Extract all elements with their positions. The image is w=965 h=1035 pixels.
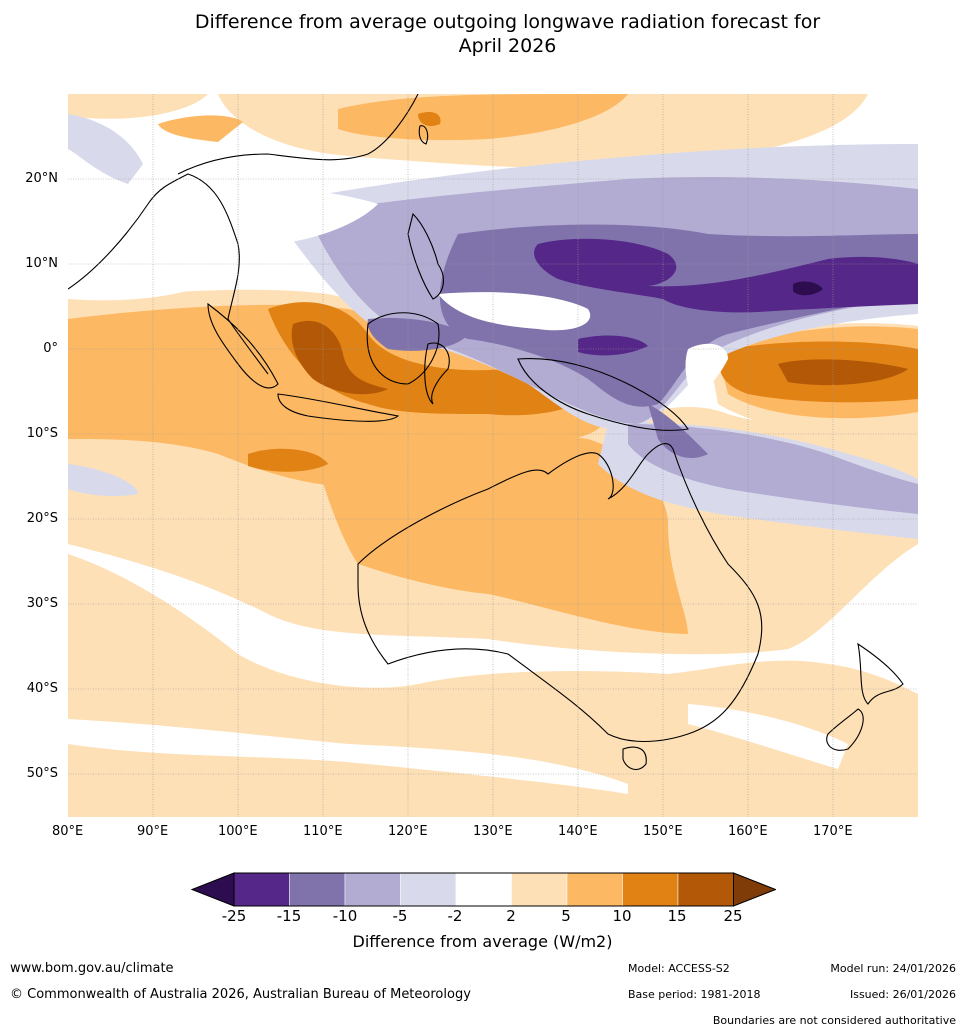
- sumatra-coastline: [207, 302, 279, 389]
- footer-disclaimer: Boundaries are not considered authoritat…: [712, 1014, 956, 1027]
- colorbar-swatch-2-to-5: [511, 872, 568, 907]
- anomaly-map: [68, 94, 918, 817]
- borneo-coastline: [366, 312, 440, 385]
- footer-model: Model: ACCESS-S2: [628, 962, 730, 975]
- java-coastline: [277, 393, 400, 422]
- x-tick-120e: 120°E: [388, 824, 428, 839]
- colorbar-swatch--10-to--5: [344, 872, 401, 907]
- colorbar-label-minus25: -25: [221, 907, 247, 925]
- colorbar-extend-low: [190, 872, 235, 907]
- y-tick-50s: 50°S: [26, 766, 58, 781]
- colorbar-swatch-15-to-25: [677, 872, 734, 907]
- new-zealand-north-coastline: [857, 642, 904, 705]
- colorbar-label-minus10: -10: [332, 907, 358, 925]
- footer-website: www.bom.gov.au/climate: [10, 961, 174, 976]
- colorbar-label-2: 2: [506, 907, 516, 925]
- x-tick-160e: 160°E: [728, 824, 768, 839]
- colorbar-title: Difference from average (W/m2): [352, 932, 613, 951]
- anomaly-minus15-25-regions: [534, 238, 918, 356]
- colorbar-label-10: 10: [612, 907, 632, 925]
- y-tick-20s: 20°S: [26, 511, 58, 526]
- taiwan-coastline: [418, 125, 429, 145]
- x-tick-150e: 150°E: [643, 824, 683, 839]
- graticule: [68, 94, 918, 817]
- anomaly-15-25-regions: [291, 320, 908, 395]
- footer-model-run: Model run: 24/01/2026: [830, 962, 956, 975]
- colorbar-label-15: 15: [667, 907, 687, 925]
- coastlines: [68, 94, 904, 770]
- colorbar-swatch-5-to-10: [566, 872, 623, 907]
- y-tick-10n: 10°N: [25, 256, 58, 271]
- philippines-coastline: [407, 212, 444, 300]
- colorbar-swatch--2-to-2: [455, 872, 512, 907]
- sulawesi-coastline: [424, 342, 450, 405]
- x-tick-90e: 90°E: [137, 824, 169, 839]
- title-line-2: April 2026: [458, 35, 557, 57]
- y-tick-20n: 20°N: [25, 171, 58, 186]
- y-tick-40s: 40°S: [26, 681, 58, 696]
- y-tick-10s: 10°S: [26, 426, 58, 441]
- australia-coastline: [357, 443, 763, 743]
- colorbar-label-minus15: -15: [276, 907, 302, 925]
- y-tick-30s: 30°S: [26, 596, 58, 611]
- colorbar: [190, 872, 776, 907]
- colorbar-label-5: 5: [561, 907, 571, 925]
- x-tick-80e: 80°E: [52, 824, 84, 839]
- footer-issued: Issued: 26/01/2026: [849, 988, 956, 1001]
- x-tick-130e: 130°E: [473, 824, 513, 839]
- x-tick-140e: 140°E: [558, 824, 598, 839]
- chart-title: Difference from average outgoing longwav…: [0, 10, 965, 58]
- new-guinea-coastline: [517, 358, 689, 431]
- equatorial-neutral-regions: [68, 188, 728, 399]
- x-tick-170e: 170°E: [813, 824, 853, 839]
- colorbar-label-minus5: -5: [392, 907, 408, 925]
- colorbar-swatch-10-to-15: [622, 872, 679, 907]
- footer-copyright: © Commonwealth of Australia 2026, Austra…: [10, 987, 471, 1002]
- colorbar-label-25: 25: [723, 907, 743, 925]
- colorbar-swatches: [190, 872, 776, 907]
- anomaly-neutral-regions: [68, 544, 918, 794]
- colorbar-extend-high: [733, 872, 776, 907]
- title-line-1: Difference from average outgoing longwav…: [194, 11, 821, 33]
- tasmania-coastline: [622, 746, 647, 770]
- new-zealand-south-coastline: [826, 708, 864, 751]
- colorbar-swatch--5-to--2: [400, 872, 457, 907]
- footer-base-period: Base period: 1981-2018: [628, 988, 761, 1001]
- y-tick-0: 0°: [43, 341, 58, 356]
- colorbar-swatch--25-to--15: [233, 872, 290, 907]
- colorbar-swatch--15-to--10: [289, 872, 346, 907]
- x-tick-110e: 110°E: [303, 824, 343, 839]
- colorbar-border: [233, 872, 734, 907]
- colorbar-label-minus2: -2: [447, 907, 463, 925]
- x-tick-100e: 100°E: [218, 824, 258, 839]
